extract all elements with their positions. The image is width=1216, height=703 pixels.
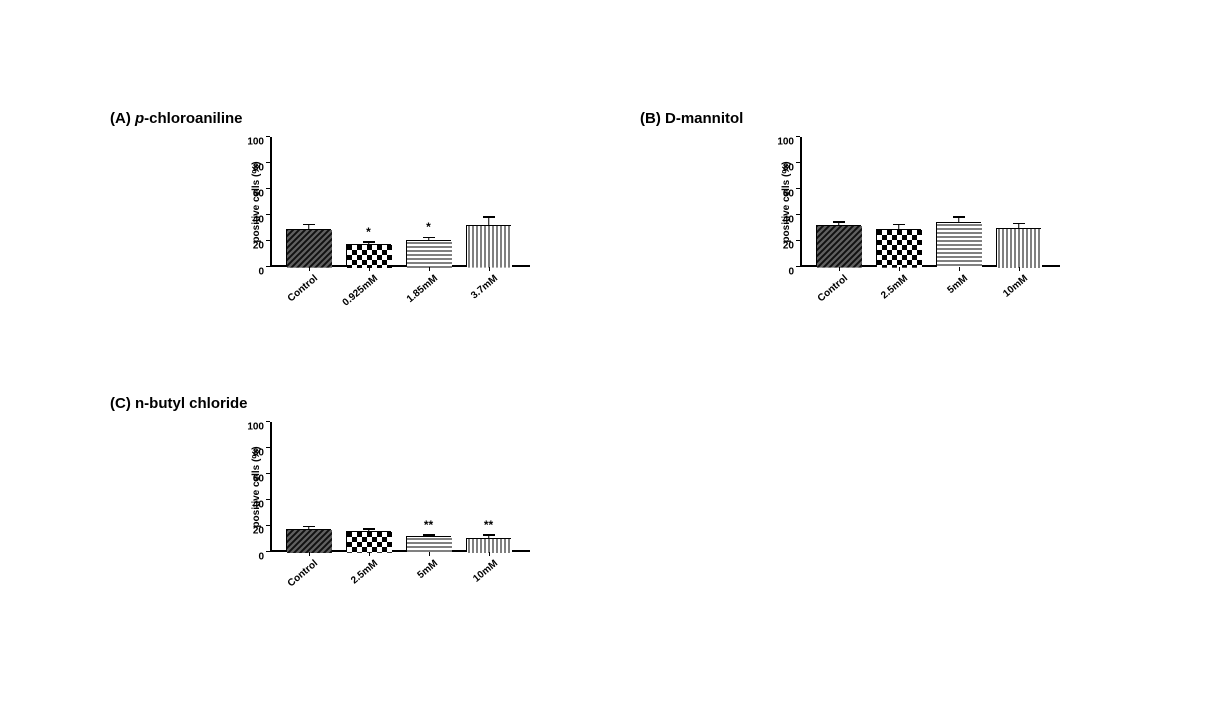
- y-tick: 40: [783, 215, 794, 226]
- x-tick-label: 0.925mM: [341, 273, 380, 309]
- panel-b: (B) D-mannitol positive cells (%) 0 20 40 60 8…: [640, 110, 1080, 337]
- bar: [406, 240, 451, 267]
- y-tick: 0: [258, 552, 264, 563]
- y-tick: 100: [247, 422, 264, 433]
- y-axis-label: positive cells (%): [251, 446, 262, 527]
- bar: [936, 222, 981, 268]
- bar: [286, 229, 331, 267]
- y-tick: 20: [783, 241, 794, 252]
- bar: [466, 225, 511, 267]
- y-tick: 60: [783, 189, 794, 200]
- bar: [346, 531, 391, 552]
- x-tick-label: Control: [286, 558, 320, 589]
- bar: [876, 229, 921, 267]
- significance-marker: **: [424, 518, 433, 532]
- y-tick: 20: [253, 241, 264, 252]
- bar: [466, 538, 511, 552]
- y-tick: 80: [783, 163, 794, 174]
- y-tick: 100: [247, 137, 264, 148]
- chart-b: positive cells (%) 0 20 40 60 80 100 Control 2.5…: [760, 137, 1080, 337]
- y-tick: 0: [258, 267, 264, 278]
- significance-marker: *: [366, 225, 371, 239]
- y-tick: 60: [253, 189, 264, 200]
- x-tick-label: Control: [286, 273, 320, 304]
- panel-title-c: (C) n-butyl chloride: [110, 395, 550, 412]
- bar: [346, 244, 391, 267]
- panel-title-b: (B) D-mannitol: [640, 110, 1080, 127]
- y-tick: 80: [253, 163, 264, 174]
- significance-marker: *: [426, 220, 431, 234]
- y-tick: 100: [777, 137, 794, 148]
- x-tick-label: 1.85mM: [405, 273, 440, 305]
- x-tick-label: 10mM: [471, 558, 500, 585]
- x-tick-label: 2.5mM: [879, 273, 910, 301]
- bar: [406, 536, 451, 552]
- x-tick-label: 10mM: [1001, 273, 1030, 300]
- y-tick: 60: [253, 474, 264, 485]
- chart-c: positive cells (%) 0 20 40 60 80 100 Control 2.5…: [230, 422, 550, 622]
- y-tick: 20: [253, 526, 264, 537]
- y-tick: 0: [788, 267, 794, 278]
- bar: [286, 529, 331, 552]
- panel-a: (A) p-chloroaniline positive cells (%) 0 20…: [110, 110, 550, 337]
- x-tick-label: 5mM: [946, 273, 971, 296]
- panel-c: (C) n-butyl chloride positive cells (%) 0 2…: [110, 395, 550, 622]
- chart-a: positive cells (%) 0 20 40 60 80 100 Control * 0.…: [230, 137, 550, 337]
- bar: [816, 225, 861, 267]
- significance-marker: **: [484, 518, 493, 532]
- y-tick: 40: [253, 500, 264, 511]
- x-tick-label: Control: [816, 273, 850, 304]
- y-tick: 40: [253, 215, 264, 226]
- x-tick-label: 5mM: [416, 558, 441, 581]
- x-tick-label: 2.5mM: [349, 558, 380, 586]
- panel-title-a: (A) p-chloroaniline: [110, 110, 550, 127]
- y-axis-label: positive cells (%): [781, 161, 792, 242]
- y-axis-label: positive cells (%): [251, 161, 262, 242]
- y-tick: 80: [253, 448, 264, 459]
- x-tick-label: 3.7mM: [469, 273, 500, 301]
- bar: [996, 228, 1041, 267]
